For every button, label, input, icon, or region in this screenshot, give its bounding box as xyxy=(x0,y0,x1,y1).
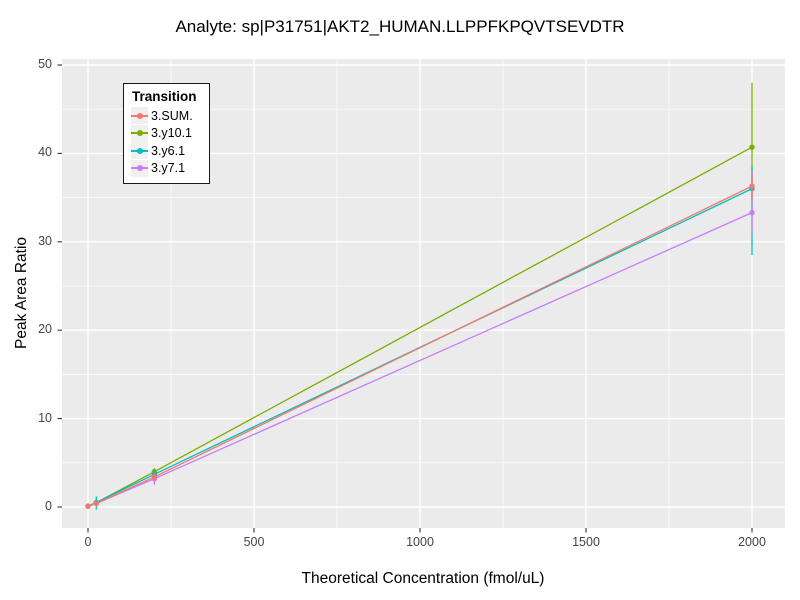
legend: Transition 3.SUM. 3.y10.1 3.y6.1 xyxy=(123,83,210,184)
y-tick-label: 20 xyxy=(38,322,52,337)
minor-gridlines xyxy=(62,59,785,528)
data-point xyxy=(749,209,755,216)
x-tick-label: 500 xyxy=(243,535,265,549)
legend-title: Transition xyxy=(132,89,197,104)
legend-item-label: 3.y6.1 xyxy=(151,143,186,158)
legend-item-3y6-1: 3.y6.1 xyxy=(131,142,197,160)
x-axis-title: Theoretical Concentration (fmol/uL) xyxy=(301,570,545,587)
y-tick-label: 40 xyxy=(38,145,52,160)
legend-key-swatch xyxy=(131,142,148,160)
chart-title: Analyte: sp|P31751|AKT2_HUMAN.LLPPFKPQVT… xyxy=(175,17,625,36)
x-tick-label: 1500 xyxy=(572,535,600,549)
x-tick-label: 2000 xyxy=(738,535,766,549)
data-point xyxy=(749,144,755,150)
y-tick-label: 10 xyxy=(38,410,52,425)
legend-point-glyph xyxy=(136,112,143,119)
y-tick-label: 50 xyxy=(38,57,52,71)
x-tick-label: 0 xyxy=(84,535,92,549)
legend-point-glyph xyxy=(136,130,143,137)
x-tick-label: 1000 xyxy=(406,535,434,549)
legend-key-swatch xyxy=(131,124,148,142)
legend-key-swatch xyxy=(131,159,148,177)
legend-item-3sum: 3.SUM. xyxy=(131,107,197,125)
series-3.SUM. xyxy=(85,174,755,509)
legend-item-label: 3.SUM. xyxy=(151,108,193,123)
y-tick-label: 30 xyxy=(38,233,52,248)
y-tick-label: 0 xyxy=(45,499,52,513)
series-line xyxy=(87,185,753,507)
legend-key-swatch xyxy=(131,107,148,125)
data-point xyxy=(151,474,158,480)
data-point xyxy=(85,503,91,509)
legend-point-glyph xyxy=(136,147,143,154)
data-point xyxy=(749,183,755,189)
axis-tick-marks xyxy=(57,64,753,533)
legend-item-3y7-1: 3.y7.1 xyxy=(131,159,197,178)
legend-item-label: 3.y7.1 xyxy=(151,161,186,176)
data-point xyxy=(93,500,100,507)
legend-item-3y10-1: 3.y10.1 xyxy=(131,124,197,143)
legend-point-glyph xyxy=(136,165,143,172)
legend-item-label: 3.y10.1 xyxy=(151,126,193,141)
